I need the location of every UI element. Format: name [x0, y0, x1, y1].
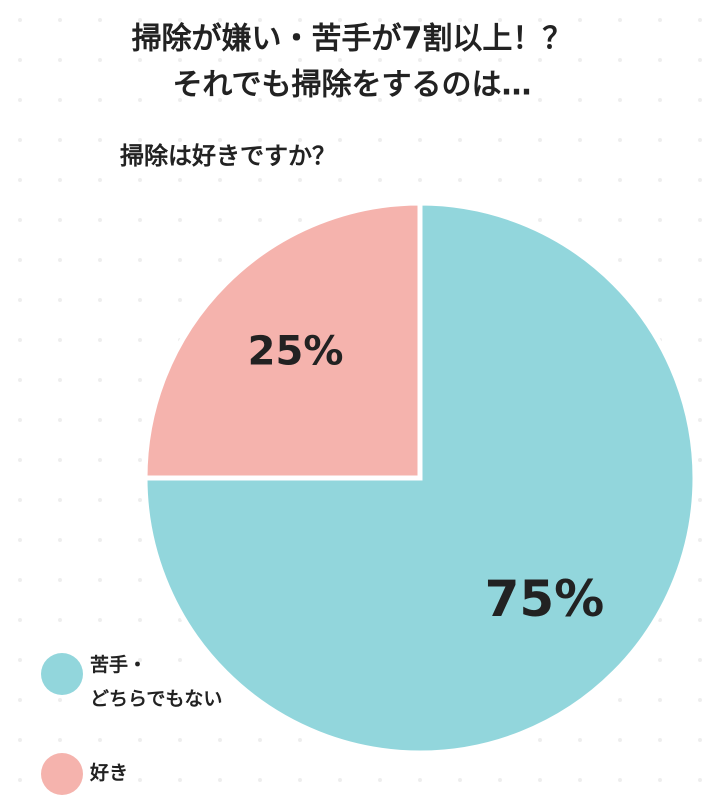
chart-title: それでも掃除をするのは…: [172, 68, 531, 103]
slice-label: 75%: [485, 570, 605, 628]
legend-swatch: [41, 753, 83, 795]
legend-label: 苦手・ どちらでもない: [90, 654, 223, 710]
slice-label: 25%: [248, 329, 344, 375]
legend-swatch: [41, 653, 83, 695]
chart-subtitle: 掃除は好きですか？: [120, 142, 336, 170]
chart-title: 掃除が嫌い・苦手が7割以上！？: [132, 22, 573, 57]
legend-label: 好き: [90, 762, 129, 784]
pie-slice: [142, 200, 423, 481]
pie-slice: [142, 200, 698, 756]
